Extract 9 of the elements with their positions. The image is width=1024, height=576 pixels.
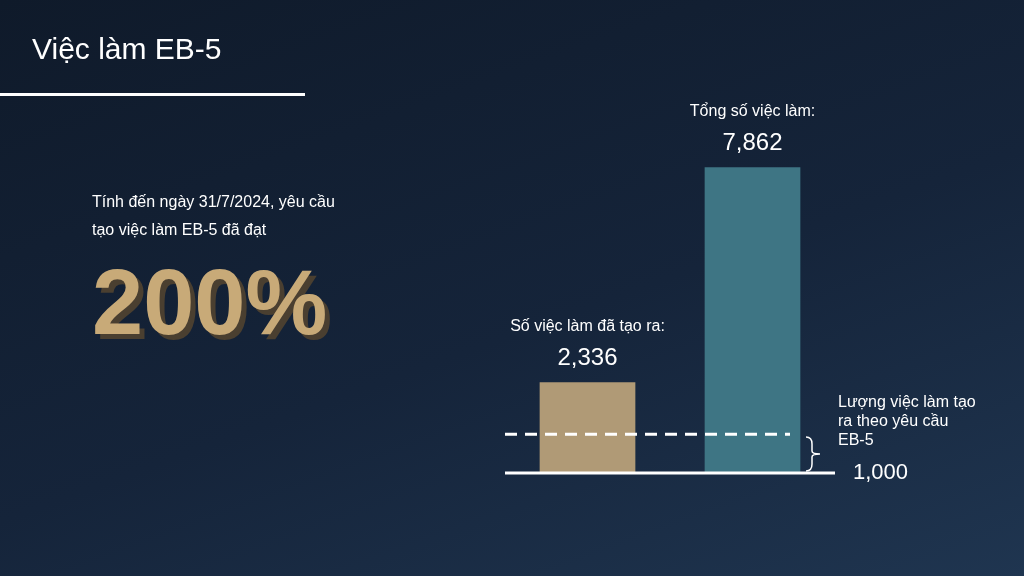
text: Tổng số việc làm: — [689, 101, 816, 119]
ref-line-label: 1,000 — [853, 459, 909, 485]
text: Lượng việc làm tạo ra theo yêu cầu EB-5 — [838, 392, 977, 449]
text: Tính đến ngày 31/7/2024, yêu cầu tạo việc làm EB-5 đã đạt — [92, 192, 336, 240]
text: 200% — [92, 250, 328, 355]
data-label: 7,862 — [722, 127, 783, 155]
annotation: Số việc làm đã tạo ra: — [510, 316, 665, 334]
text: Việc làm EB-5 — [32, 32, 222, 66]
data-label: 2,336 — [557, 342, 618, 370]
